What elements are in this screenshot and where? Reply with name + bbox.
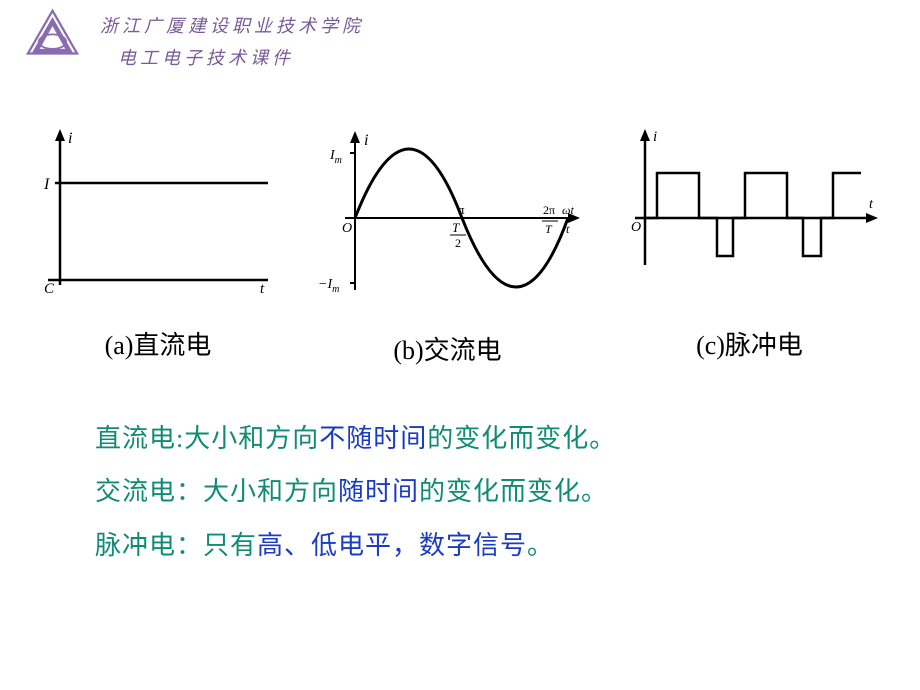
desc-highlight: 不随时间 <box>319 424 427 453</box>
tick-label: T <box>545 222 553 236</box>
desc-dc: 直流电:大小和方向不随时间的变化而变化。 <box>95 412 920 465</box>
tick-label: 2 <box>455 236 461 250</box>
desc-text: 的变化而变化。 <box>419 477 608 506</box>
slide-header: 浙江广厦建设职业技术学院 电工电子技术课件 <box>0 0 920 70</box>
diagram-pulse: i O t (c)脉冲电 <box>617 125 882 362</box>
axis-label: i <box>364 132 368 149</box>
axis-label: t <box>869 197 874 212</box>
diagrams-row: i I C t (a)直流电 i Im −Im O π T <box>0 70 920 367</box>
desc-text: 交流电：大小和方向 <box>95 477 338 506</box>
value-label: I <box>43 176 50 193</box>
caption-ac: (b)交流电 <box>393 330 501 367</box>
dc-chart: i I C t <box>38 125 278 295</box>
value-label: −Im <box>318 277 339 295</box>
origin-label: O <box>342 221 352 236</box>
course-name: 电工电子技术课件 <box>100 44 364 70</box>
header-text: 浙江广厦建设职业技术学院 电工电子技术课件 <box>100 8 364 70</box>
diagram-dc: i I C t (a)直流电 <box>38 125 278 362</box>
axis-label: i <box>68 130 72 147</box>
origin-label: C <box>44 281 55 295</box>
desc-highlight: 高、低电平，数字信号 <box>257 531 527 560</box>
institution-name: 浙江广厦建设职业技术学院 <box>100 12 364 38</box>
desc-text: 直流电:大小和方向 <box>95 424 319 453</box>
caption-dc: (a)直流电 <box>105 325 212 362</box>
tick-label: t <box>566 222 570 236</box>
desc-pulse: 脉冲电：只有高、低电平，数字信号。 <box>95 519 920 572</box>
tick-label: T <box>452 220 460 235</box>
desc-text: 的变化而变化。 <box>427 424 616 453</box>
pulse-chart: i O t <box>617 125 882 295</box>
tick-label: π <box>458 202 465 217</box>
desc-ac: 交流电：大小和方向随时间的变化而变化。 <box>95 465 920 518</box>
desc-highlight: 随时间 <box>338 477 419 506</box>
desc-text: 脉冲电：只有 <box>95 531 257 560</box>
value-label: Im <box>329 148 342 166</box>
institution-logo-icon <box>25 8 80 58</box>
origin-label: O <box>631 220 641 235</box>
desc-text: 。 <box>527 531 554 560</box>
descriptions: 直流电:大小和方向不随时间的变化而变化。 交流电：大小和方向随时间的变化而变化。… <box>0 367 920 572</box>
axis-label: t <box>260 281 265 295</box>
caption-pulse: (c)脉冲电 <box>696 325 803 362</box>
tick-label: 2π <box>543 203 555 217</box>
tick-label: ωt <box>562 203 574 217</box>
diagram-ac: i Im −Im O π T 2 2π ωt T t (b)交流电 <box>310 125 585 367</box>
axis-label: i <box>653 129 657 145</box>
ac-chart: i Im −Im O π T 2 2π ωt T t <box>310 125 585 300</box>
